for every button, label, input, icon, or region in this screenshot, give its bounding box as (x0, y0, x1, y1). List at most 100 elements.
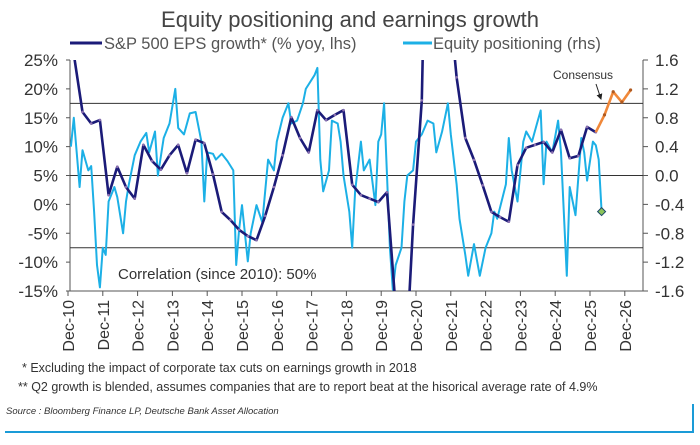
x-axis-tick-label: Dec-22 (479, 300, 496, 352)
right-axis-tick-label: 1.2 (655, 80, 679, 99)
x-axis-tick-label: Dec-24 (548, 300, 565, 352)
eps-point (420, 99, 424, 102)
eps-point (263, 214, 267, 218)
eps-point (377, 200, 380, 204)
x-axis-tick-label: Dec-25 (583, 300, 600, 352)
eps-point (472, 158, 476, 162)
eps-point (298, 136, 302, 140)
eps-point (142, 143, 145, 147)
left-axis-tick-label: -10% (18, 253, 58, 272)
left-axis-tick-label: -5% (28, 224, 58, 243)
eps-point (307, 151, 311, 154)
consensus-arrow (595, 83, 603, 100)
eps-point (490, 210, 493, 214)
legend: S&P 500 EPS growth* (% yoy, lhs) Equity … (70, 35, 601, 53)
eps-point (481, 184, 485, 187)
series-layer (70, 53, 633, 310)
equity-positioning-line (70, 66, 603, 291)
x-axis-tick-label: Dec-10 (61, 300, 78, 352)
legend-eps-label: S&P 500 EPS growth* (% yoy, lhs) (104, 35, 357, 53)
left-axis-tick-label: 20% (24, 80, 58, 99)
footnote-2: ** Q2 growth is blended, assumes compani… (18, 380, 598, 394)
left-axis-tick-label: -15% (18, 282, 58, 301)
consensus-annotation: Consensus (553, 68, 613, 100)
x-axis-tick-label: Dec-18 (339, 300, 356, 352)
eps-point (524, 146, 528, 150)
footnote-1: * Excluding the impact of corporate tax … (22, 361, 417, 375)
eps-point (333, 113, 337, 117)
eps-point (516, 163, 519, 167)
eps-point (585, 125, 589, 129)
x-axis-tick-label: Dec-23 (513, 300, 530, 352)
axes: 25% 20% 15% 10% 5% 0% -5% -10% -15% 1.6 1.2 0.8 0.4 0… (18, 51, 684, 352)
eps-point (107, 193, 110, 197)
eps-point (89, 122, 93, 125)
eps-point (246, 234, 250, 238)
x-axis-tick-label: Dec-19 (374, 300, 391, 352)
right-axis-tick-label: -1.6 (655, 282, 684, 301)
eps-point (229, 218, 232, 222)
x-axis-tick-label: Dec-21 (444, 300, 461, 352)
eps-point (455, 76, 458, 79)
eps-point (551, 151, 554, 154)
eps-point (498, 215, 502, 219)
eps-point (116, 165, 119, 169)
consensus-point (629, 88, 633, 92)
right-axis-tick-label: -0.4 (655, 195, 684, 214)
right-axis-tick-label: 0.0 (655, 167, 679, 186)
x-axis-tick-label: Dec-17 (305, 300, 322, 352)
right-axis-tick-label: -0.8 (655, 224, 684, 243)
latest-positioning-marker (596, 206, 607, 217)
eps-point (464, 136, 467, 140)
eps-point (98, 118, 102, 122)
eps-point (542, 140, 545, 144)
left-axis-tick-label: 5% (33, 167, 58, 186)
consensus-label: Consensus (553, 68, 613, 82)
eps-point (368, 197, 371, 200)
chart-title: Equity positioning and earnings growth (161, 7, 539, 32)
eps-point (350, 183, 354, 187)
x-axis-tick-label: Dec-13 (165, 300, 182, 352)
eps-point (385, 190, 389, 194)
source-note: Source : Bloomberg Finance LP, Deutsche … (6, 406, 279, 417)
right-axis-tick-label: -1.2 (655, 253, 684, 272)
x-axis-tick-label: Dec-12 (131, 300, 148, 352)
eps-point (203, 141, 206, 145)
eps-point (533, 143, 537, 147)
consensus-point (602, 113, 607, 117)
eps-point (185, 171, 189, 175)
eps-point (290, 115, 293, 119)
eps-point (81, 110, 84, 114)
x-axis-tick-label: Dec-16 (270, 300, 287, 352)
eps-point (559, 128, 563, 132)
eps-point (255, 238, 258, 242)
x-axis-tick-label: Dec-15 (235, 300, 252, 352)
eps-point (342, 108, 345, 112)
consensus-point (620, 100, 624, 104)
eps-point (159, 168, 163, 172)
eps-point (324, 118, 328, 122)
left-axis-tick-label: 0% (33, 195, 58, 214)
eps-point (133, 197, 136, 200)
left-axis-tick-label: 25% (24, 51, 58, 70)
right-axis-tick-label: 0.8 (655, 109, 679, 128)
consensus-line (594, 89, 632, 133)
eps-point (150, 159, 154, 163)
eps-point (568, 156, 571, 160)
right-axis-tick-label: 1.6 (655, 51, 679, 70)
left-axis-tick-label: 10% (24, 138, 58, 157)
x-axis-tick-label: Dec-14 (200, 300, 217, 352)
eps-point (272, 185, 276, 189)
x-axis-tick-label: Dec-26 (618, 300, 635, 352)
legend-positioning-label: Equity positioning (rhs) (433, 35, 601, 53)
x-axis-tick-label: Dec-20 (409, 300, 426, 352)
eps-point (176, 143, 180, 147)
left-axis-tick-label: 15% (24, 109, 58, 128)
eps-point (124, 185, 128, 189)
eps-point (359, 193, 363, 197)
eps-point (507, 220, 511, 223)
eps-point (211, 173, 215, 176)
eps-point (73, 53, 76, 56)
eps-point (394, 307, 397, 310)
